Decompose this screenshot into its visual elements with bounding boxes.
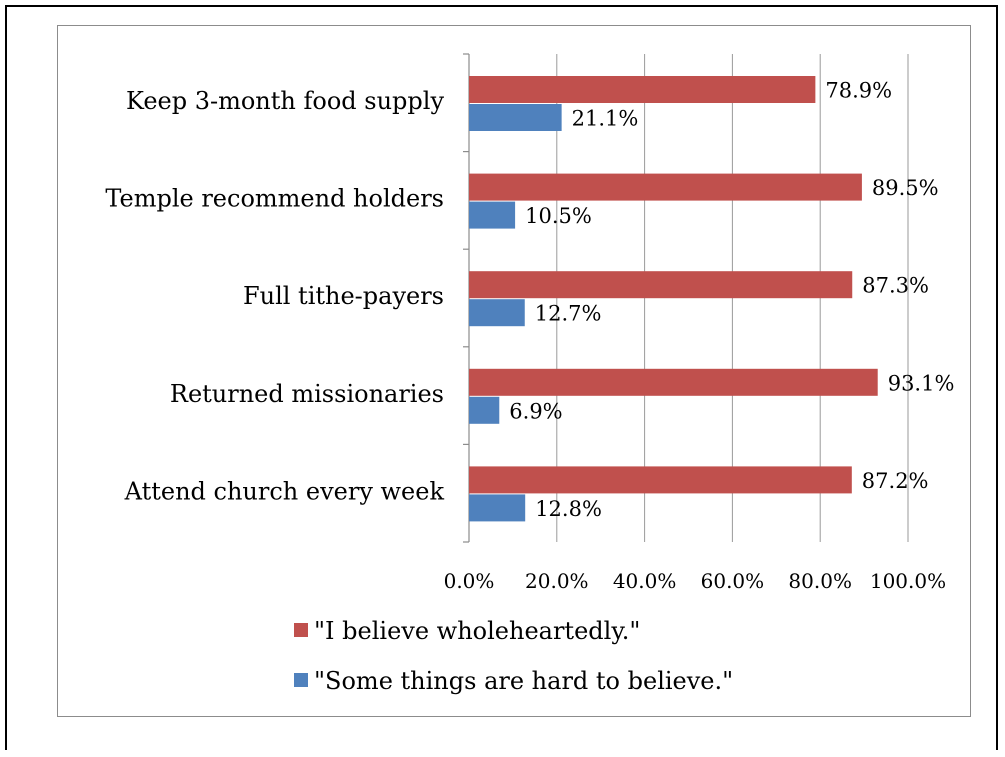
x-tick-label: 60.0% [701, 569, 765, 593]
data-label: 87.3% [862, 274, 929, 298]
x-tick-label: 100.0% [870, 569, 946, 593]
legend-swatch [294, 623, 308, 637]
bar [469, 299, 525, 327]
x-tick-label: 0.0% [444, 569, 495, 593]
legend-label: "Some things are hard to believe." [314, 667, 733, 695]
x-tick-label: 40.0% [613, 569, 677, 593]
bar [469, 271, 853, 299]
bar [469, 201, 516, 229]
x-tick-label: 20.0% [525, 569, 589, 593]
category-label: Returned missionaries [170, 380, 444, 408]
data-label: 78.9% [825, 79, 892, 103]
data-label: 87.2% [862, 469, 929, 493]
data-label: 6.9% [509, 399, 562, 423]
chart-area: 78.9% 21.1% Keep 3-month food supply 89.5% 1… [57, 25, 971, 717]
category-label: Temple recommend holders [105, 185, 444, 213]
legend-swatch [294, 673, 308, 687]
data-label: 21.1% [572, 107, 639, 131]
x-tick-label: 80.0% [788, 569, 852, 593]
bar [469, 466, 852, 494]
data-label: 10.5% [525, 204, 592, 228]
data-label: 93.1% [888, 371, 955, 395]
figure-frame: 78.9% 21.1% Keep 3-month food supply 89.5% 1… [5, 5, 998, 750]
bar [469, 368, 878, 396]
bar-chart: 78.9% 21.1% Keep 3-month food supply 89.5% 1… [105, 53, 955, 695]
bar [469, 396, 500, 424]
data-label: 12.8% [535, 497, 602, 521]
category-label: Full tithe-payers [243, 282, 444, 310]
bar [469, 173, 862, 201]
category-label: Attend church every week [124, 477, 445, 505]
data-label: 12.7% [535, 302, 602, 326]
bar [469, 494, 526, 522]
legend-label: "I believe wholeheartedly." [314, 617, 640, 645]
bar [469, 76, 816, 103]
bar [469, 104, 562, 131]
category-label: Keep 3-month food supply [126, 87, 444, 115]
data-label: 89.5% [872, 176, 939, 200]
